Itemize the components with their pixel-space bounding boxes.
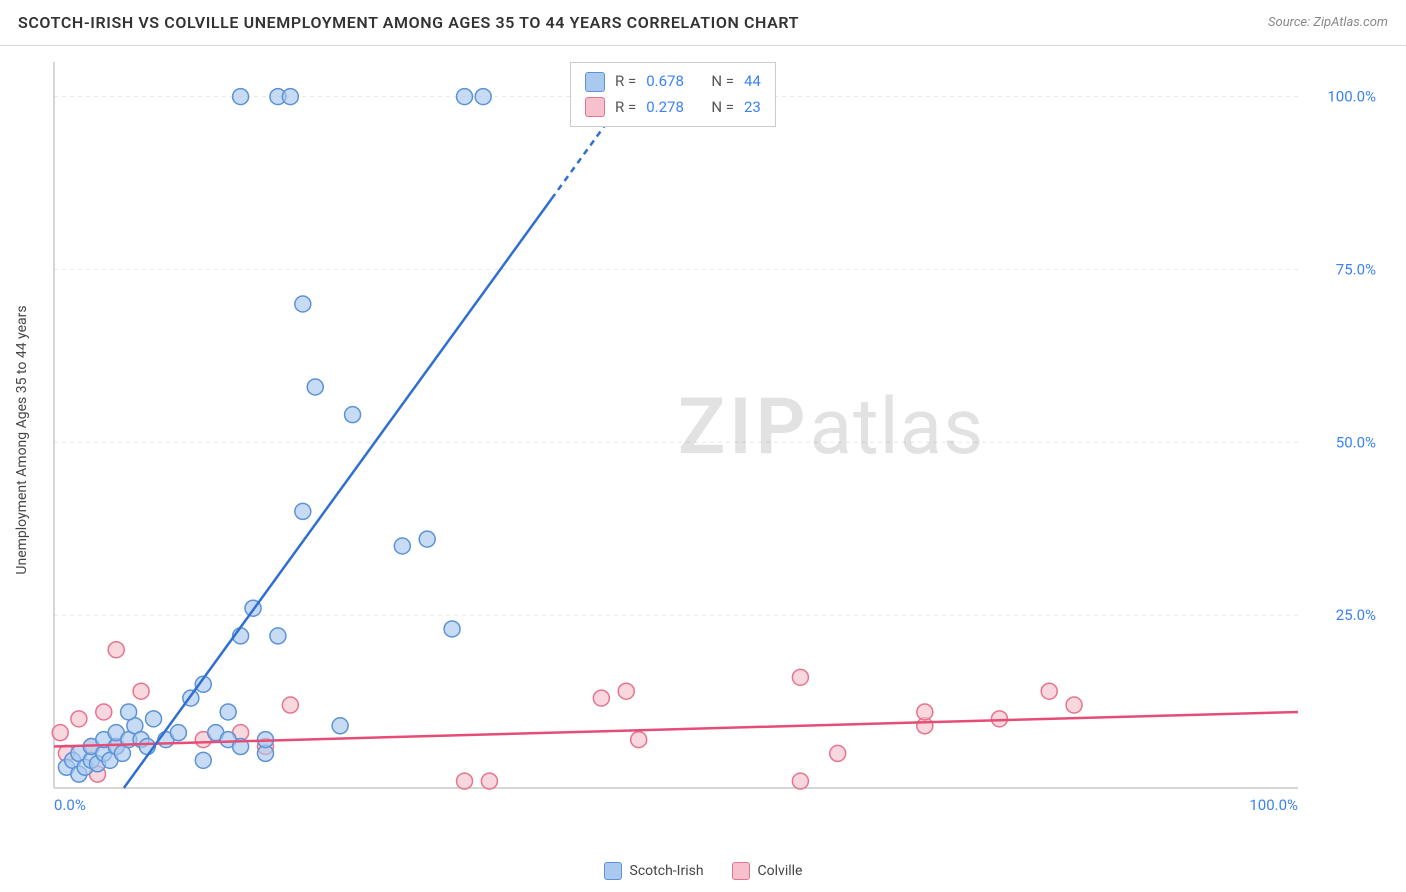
bottom-legend: Scotch-Irish Colville [0,862,1406,880]
chart-source: Source: ZipAtlas.com [1268,15,1388,30]
r-value-a: 0.678 [646,69,684,95]
legend-swatch-b [732,862,750,880]
chart-title: SCOTCH-IRISH VS COLVILLE UNEMPLOYMENT AM… [18,13,799,32]
n-label-b: N = [711,95,734,121]
stats-row-b: R = 0.278 N = 23 [585,95,761,121]
legend-label-b: Colville [758,863,803,879]
scatter-chart: 25.0% 50.0% 75.0% 100.0% 0.0% 100.0% [48,62,1388,814]
y-axis-label: Unemployment Among Ages 35 to 44 years [14,305,30,574]
svg-text:25.0%: 25.0% [1336,606,1376,624]
legend-item-b: Colville [732,862,803,880]
legend-item-a: Scotch-Irish [604,862,704,880]
swatch-series-a [585,72,605,92]
legend-swatch-a [604,862,622,880]
r-value-b: 0.278 [646,95,684,121]
r-label-a: R = [615,69,636,95]
plot-area: 25.0%50.0%75.0%100.0%0.0%100.0% ZIPatlas… [48,62,1388,814]
stats-row-a: R = 0.678 N = 44 [585,69,761,95]
chart-header: SCOTCH-IRISH VS COLVILLE UNEMPLOYMENT AM… [0,0,1406,46]
svg-text:100.0%: 100.0% [1327,88,1376,106]
swatch-series-b [585,97,605,117]
legend-label-a: Scotch-Irish [630,863,704,879]
svg-text:75.0%: 75.0% [1336,260,1376,278]
svg-text:100.0%: 100.0% [1249,796,1298,814]
n-value-b: 23 [744,95,761,121]
r-label-b: R = [615,95,636,121]
svg-text:0.0%: 0.0% [54,796,86,814]
svg-text:50.0%: 50.0% [1336,433,1376,451]
n-value-a: 44 [744,69,761,95]
n-label-a: N = [711,69,734,95]
stats-legend-box: R = 0.678 N = 44 R = 0.278 N = 23 [570,62,776,127]
